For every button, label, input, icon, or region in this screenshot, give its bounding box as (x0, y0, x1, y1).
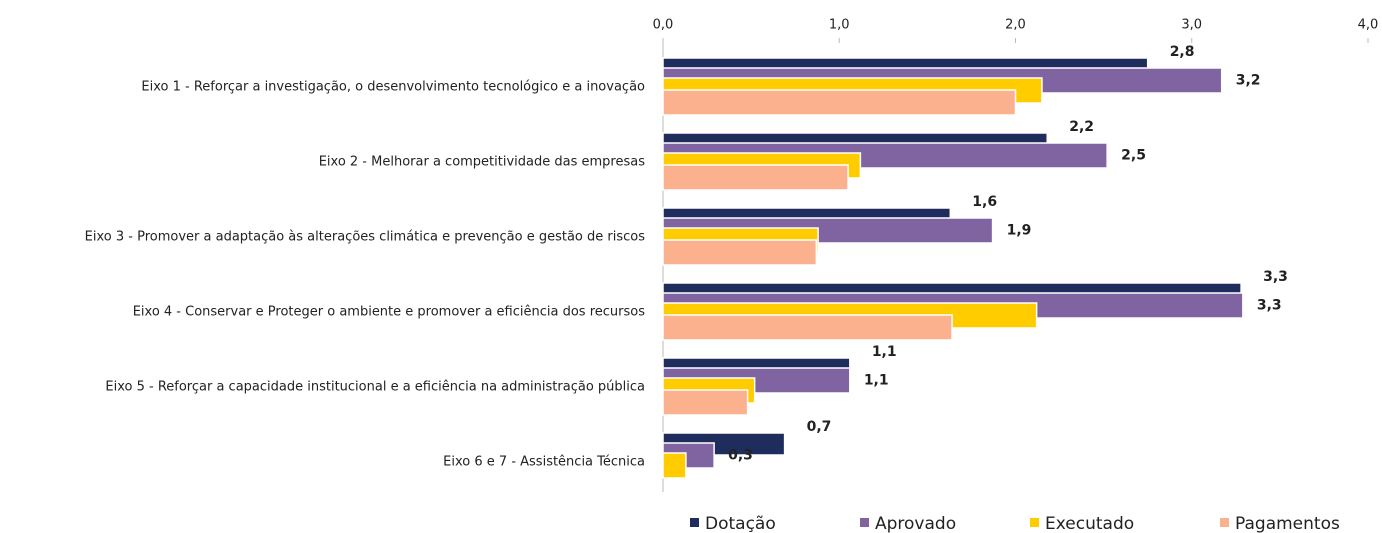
value-label: 2,2 (1069, 119, 1094, 135)
bar (662, 164, 849, 191)
bar (662, 89, 1017, 116)
category-label: Eixo 1 - Reforçar a investigação, o dese… (141, 80, 645, 95)
category-label: Eixo 4 - Conservar e Proteger o ambiente… (133, 305, 646, 320)
value-label: 0,7 (807, 419, 832, 435)
category-label: Eixo 3 - Promover a adaptação às alteraç… (85, 230, 646, 245)
value-label: 1,1 (872, 344, 897, 360)
value-label: 1,1 (864, 373, 889, 389)
value-label: 1,9 (1007, 223, 1032, 239)
legend-swatch (690, 518, 699, 527)
x-tick-label: 0,0 (653, 18, 674, 33)
category-label: Eixo 2 - Melhorar a competitividade das … (319, 155, 646, 170)
legend-swatch (1030, 518, 1039, 527)
legend-label: Aprovado (875, 514, 956, 533)
x-tick-label: 4,0 (1358, 18, 1379, 33)
legend-swatch (1220, 518, 1229, 527)
value-label: 2,5 (1121, 148, 1146, 164)
bar (662, 239, 818, 266)
value-label: 3,3 (1263, 269, 1288, 285)
x-tick-label: 3,0 (1181, 18, 1202, 33)
bar (662, 389, 749, 416)
legend-label: Pagamentos (1235, 514, 1340, 533)
legend-label: Dotação (705, 514, 776, 533)
value-label: 0,3 (728, 448, 753, 464)
x-tick-label: 2,0 (1005, 18, 1026, 33)
legend-label: Executado (1045, 514, 1134, 533)
x-tick-label: 1,0 (829, 18, 850, 33)
category-label: Eixo 5 - Reforçar a capacidade instituci… (105, 380, 645, 395)
value-label: 2,8 (1170, 44, 1195, 60)
value-label: 3,3 (1257, 298, 1282, 314)
value-label: 3,2 (1236, 73, 1261, 89)
bar (662, 452, 687, 479)
value-label: 1,6 (972, 194, 997, 210)
category-label: Eixo 6 e 7 - Assistência Técnica (443, 455, 645, 470)
legend-swatch (860, 518, 869, 527)
bar (662, 314, 953, 341)
